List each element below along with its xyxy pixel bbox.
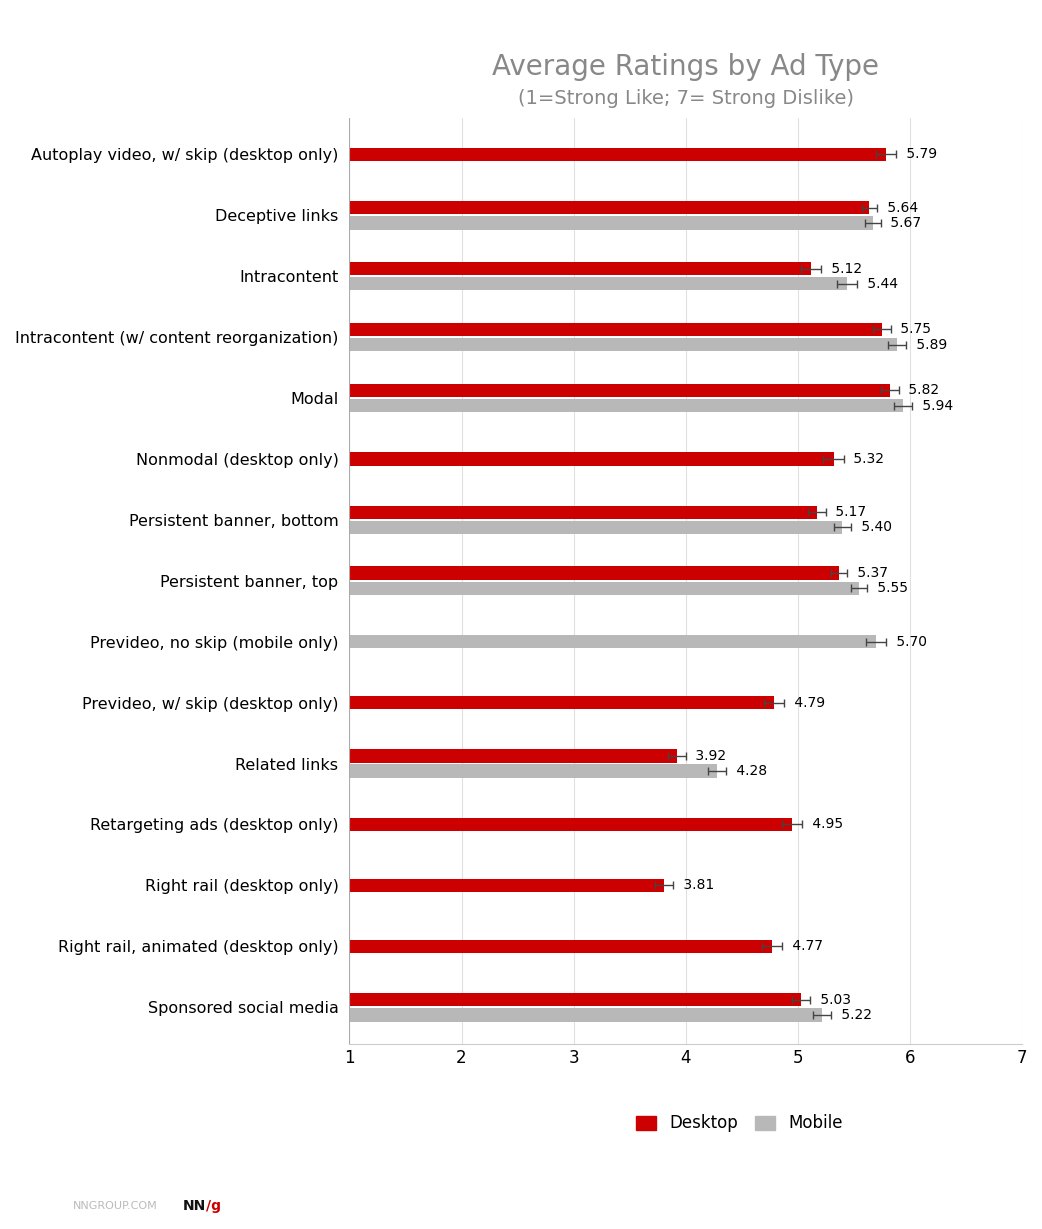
Text: 5.12: 5.12: [826, 262, 862, 275]
Text: Average Ratings by Ad Type: Average Ratings by Ad Type: [492, 53, 879, 81]
Text: 5.22: 5.22: [837, 1008, 872, 1021]
Text: 3.92: 3.92: [691, 748, 726, 763]
Bar: [349, 635, 876, 649]
Text: 5.55: 5.55: [873, 581, 908, 595]
Bar: [349, 505, 817, 519]
Bar: [349, 521, 843, 535]
Bar: [349, 567, 839, 580]
Text: 5.79: 5.79: [902, 147, 937, 161]
Text: 4.77: 4.77: [788, 939, 822, 954]
Text: 4.79: 4.79: [790, 696, 825, 709]
Bar: [349, 200, 869, 214]
Bar: [349, 750, 676, 763]
Text: 5.44: 5.44: [863, 277, 897, 291]
Text: 4.28: 4.28: [731, 764, 767, 778]
Bar: [349, 262, 811, 275]
Text: 5.75: 5.75: [896, 322, 932, 337]
Text: 5.70: 5.70: [892, 634, 926, 649]
Text: 5.17: 5.17: [832, 505, 866, 519]
Text: 5.03: 5.03: [816, 993, 850, 1007]
Text: 3.81: 3.81: [679, 879, 714, 892]
Text: (1=Strong Like; 7= Strong Dislike): (1=Strong Like; 7= Strong Dislike): [518, 90, 853, 108]
Bar: [349, 764, 717, 778]
Text: /g: /g: [206, 1200, 221, 1213]
Bar: [349, 581, 860, 595]
Legend: Desktop, Mobile: Desktop, Mobile: [629, 1107, 849, 1139]
Text: 5.89: 5.89: [912, 338, 947, 351]
Bar: [349, 216, 873, 230]
Text: 5.64: 5.64: [883, 200, 918, 215]
Text: NNGROUP.COM: NNGROUP.COM: [73, 1201, 157, 1211]
Bar: [349, 879, 665, 892]
Bar: [349, 696, 774, 709]
Bar: [349, 940, 772, 952]
Bar: [349, 452, 834, 466]
Text: NN: NN: [182, 1200, 205, 1213]
Bar: [349, 399, 903, 412]
Bar: [349, 277, 847, 290]
Bar: [349, 1008, 822, 1021]
Bar: [349, 323, 882, 337]
Text: 5.94: 5.94: [918, 398, 952, 413]
Text: 5.37: 5.37: [852, 567, 888, 580]
Bar: [349, 383, 890, 397]
Text: 5.32: 5.32: [849, 452, 885, 466]
Text: 4.95: 4.95: [808, 817, 843, 832]
Text: 5.82: 5.82: [904, 383, 939, 397]
Bar: [349, 147, 886, 161]
Bar: [349, 993, 801, 1007]
Text: 5.40: 5.40: [858, 520, 892, 535]
Bar: [349, 817, 792, 831]
Bar: [349, 338, 897, 351]
Text: 5.67: 5.67: [886, 216, 921, 230]
